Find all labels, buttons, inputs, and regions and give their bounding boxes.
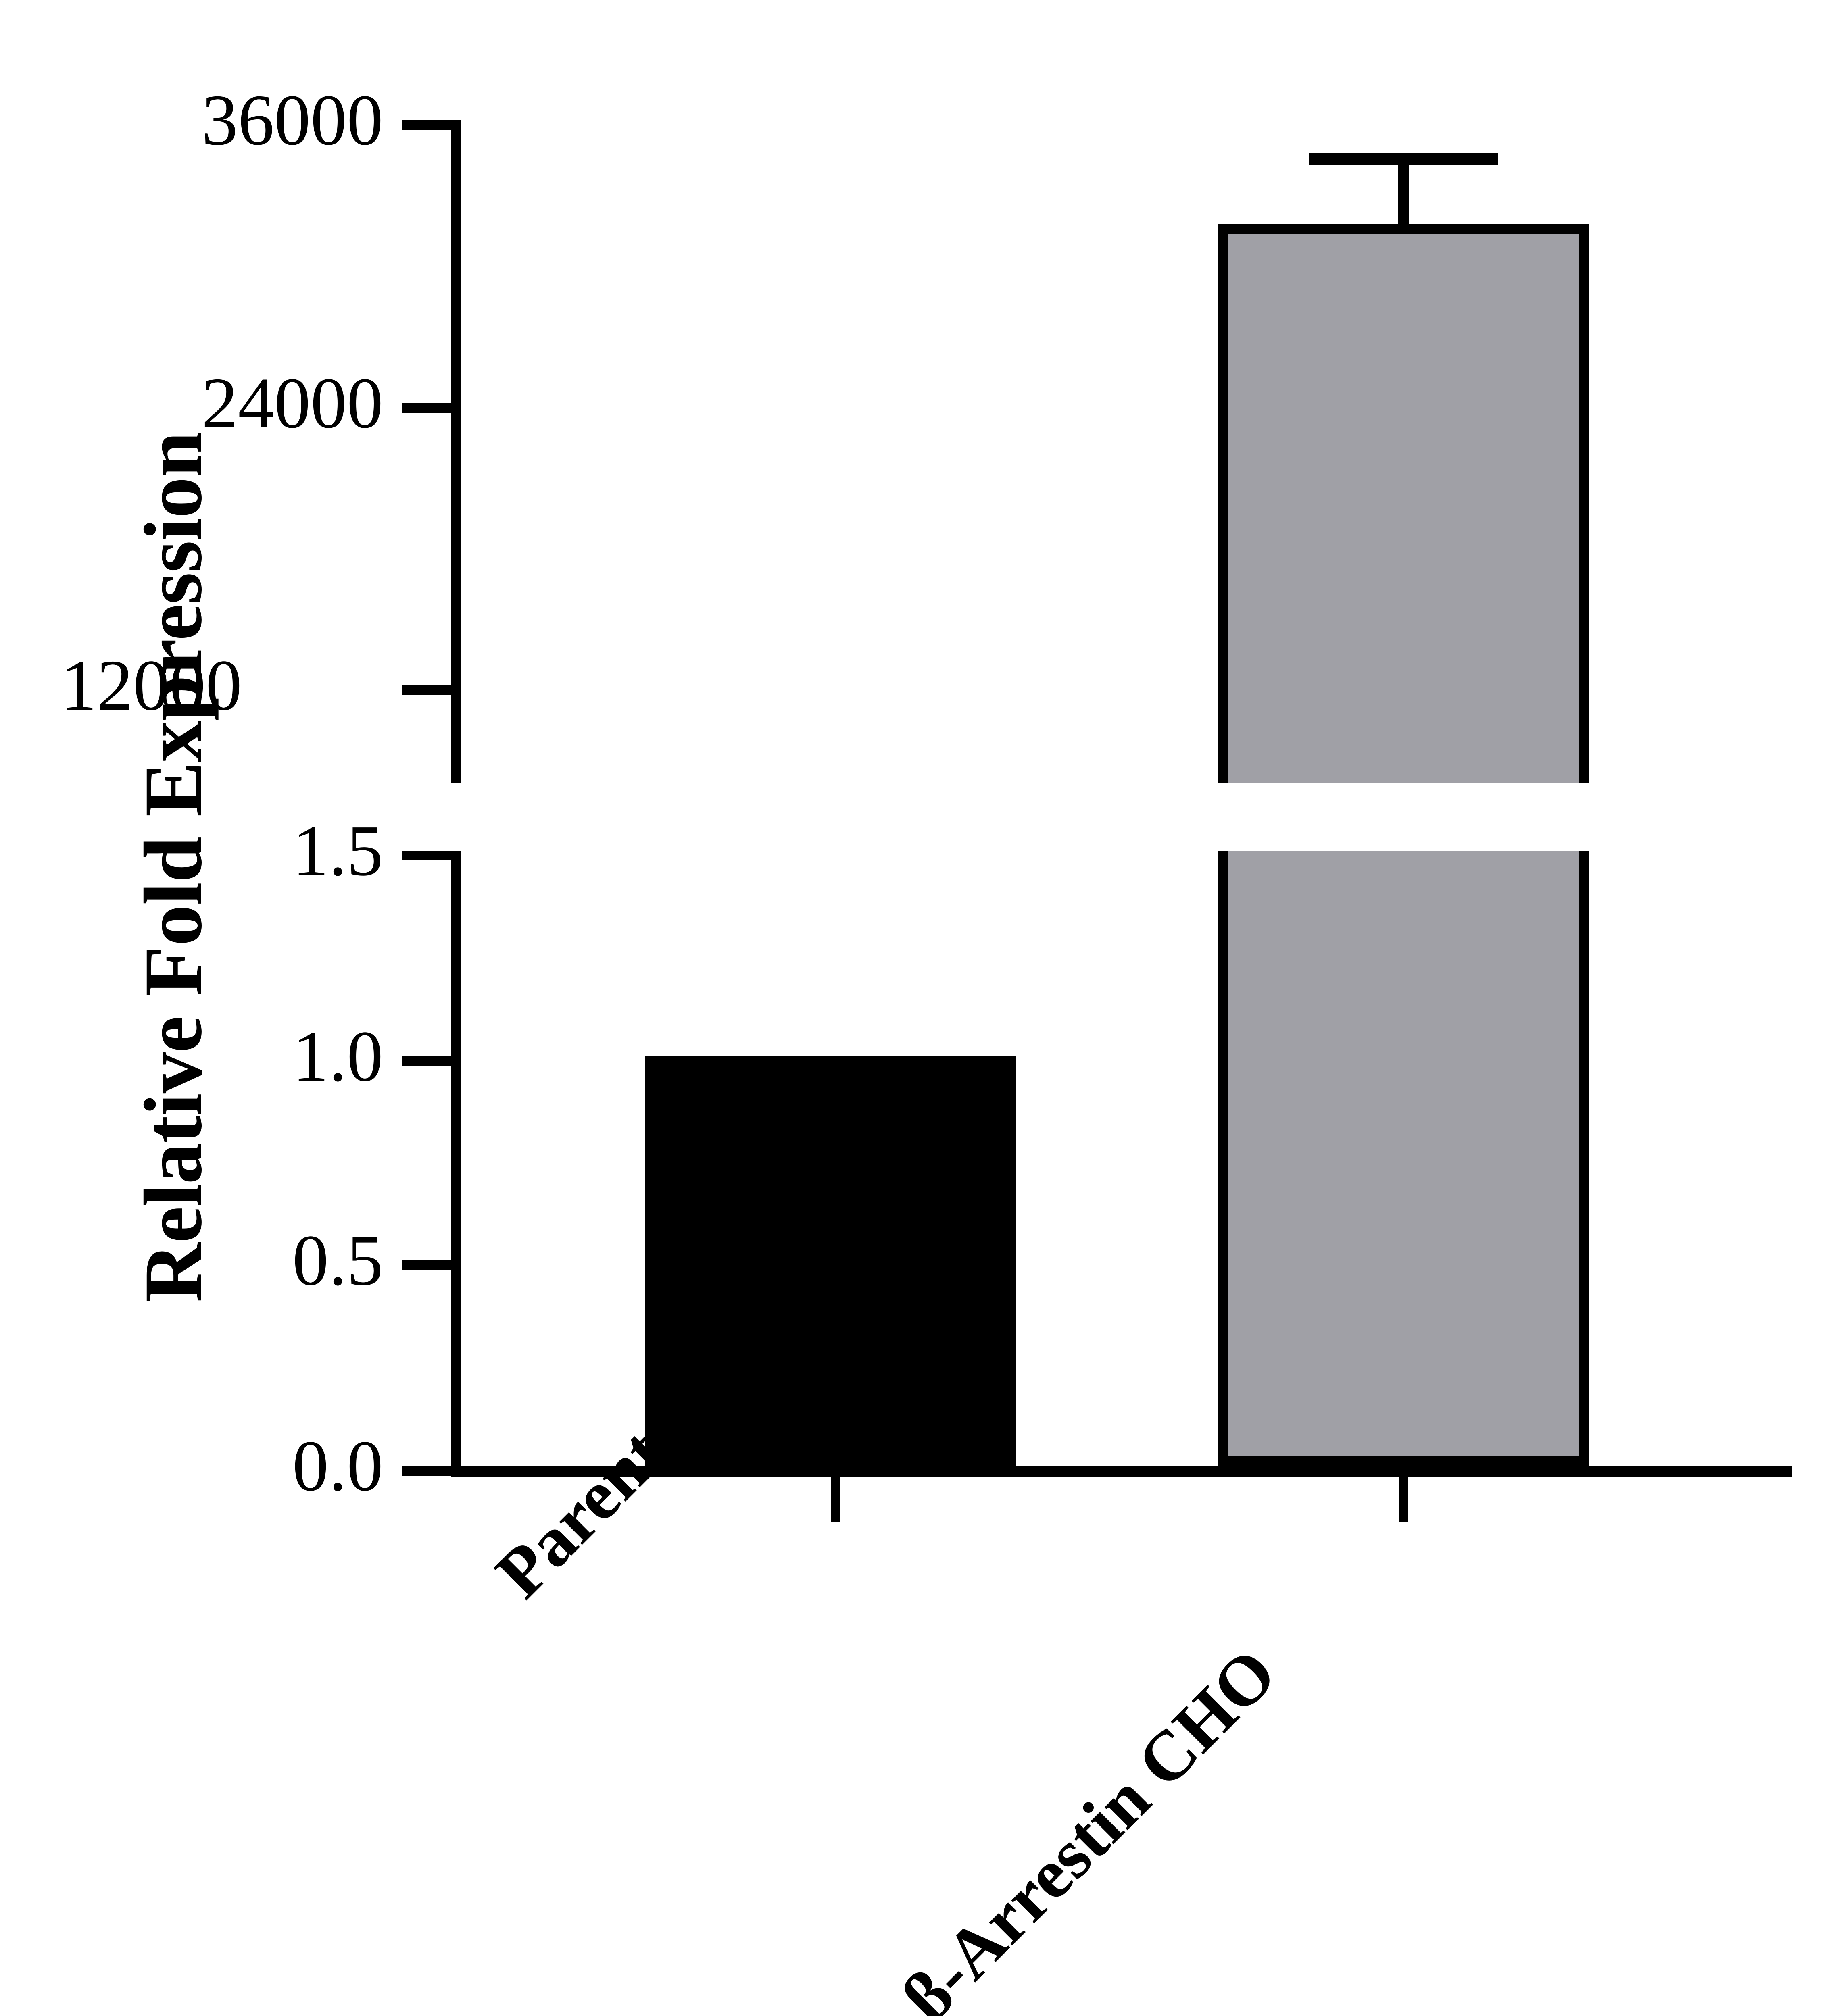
y-tick-label-1-0: 1.0 (292, 1016, 383, 1096)
bar-nk1r-upper (1218, 224, 1589, 783)
y-tick-12000 (402, 685, 451, 695)
y-tick-24000 (402, 403, 451, 413)
bar-nk1r-lower (1218, 851, 1589, 1466)
x-tick-nk1r (1399, 1476, 1408, 1522)
y-tick-label-0-5: 0.5 (292, 1220, 383, 1300)
y-tick-label-1-5: 1.5 (292, 810, 383, 891)
y-axis-line-lower (451, 851, 461, 1477)
x-axis-line (451, 1466, 1792, 1477)
x-axis-label-nk1r-barrestin-cho: NK1R β-Arrestin CHO (739, 1633, 1291, 2016)
y-tick-0-0 (402, 1466, 451, 1476)
y-axis-line-upper (451, 120, 461, 783)
y-tick-label-12000: 12000 (60, 645, 242, 725)
y-tick-label-24000: 24000 (202, 363, 383, 443)
bar-parental-cell (645, 1056, 1016, 1466)
y-tick-36000 (402, 120, 451, 130)
y-tick-label-36000: 36000 (202, 80, 383, 160)
y-tick-1-0 (402, 1056, 451, 1066)
y-tick-label-0-0: 0.0 (292, 1426, 383, 1506)
y-tick-1-5 (402, 851, 451, 860)
y-tick-0-5 (402, 1260, 451, 1270)
error-bar-stem (1398, 153, 1409, 230)
x-tick-parental (831, 1476, 840, 1522)
